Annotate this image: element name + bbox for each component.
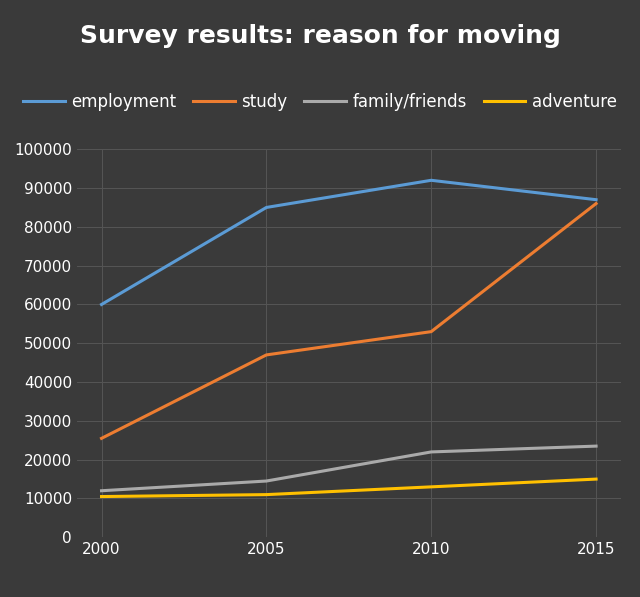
employment: [98, 301, 106, 308]
Line: study: study: [102, 204, 596, 438]
study: [98, 435, 106, 442]
employment: [262, 204, 270, 211]
Line: adventure: adventure: [102, 479, 596, 497]
adventure: [592, 475, 600, 482]
family/friends: [428, 448, 435, 456]
study: [428, 328, 435, 335]
adventure: [262, 491, 270, 498]
employment: [592, 196, 600, 203]
Line: family/friends: family/friends: [102, 446, 596, 491]
family/friends: [592, 442, 600, 450]
Text: Survey results: reason for moving: Survey results: reason for moving: [79, 24, 561, 48]
family/friends: [98, 487, 106, 494]
adventure: [428, 484, 435, 491]
employment: [428, 177, 435, 184]
Legend: employment, study, family/friends, adventure: employment, study, family/friends, adven…: [17, 86, 623, 117]
family/friends: [262, 478, 270, 485]
study: [592, 200, 600, 207]
study: [262, 351, 270, 358]
adventure: [98, 493, 106, 500]
Line: employment: employment: [102, 180, 596, 304]
